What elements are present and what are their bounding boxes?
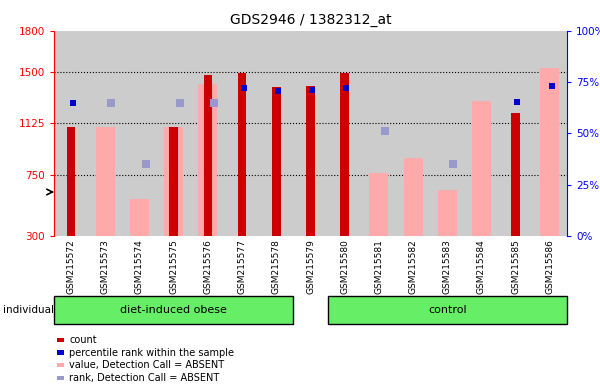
Bar — [340, 73, 349, 236]
Text: GSM215573: GSM215573 — [101, 239, 110, 294]
Bar — [54, 31, 88, 236]
Text: percentile rank within the sample: percentile rank within the sample — [69, 348, 234, 358]
Text: GSM215574: GSM215574 — [135, 239, 144, 294]
Text: GSM215580: GSM215580 — [340, 239, 349, 294]
Bar — [430, 31, 464, 236]
Text: count: count — [69, 335, 97, 345]
Bar — [396, 31, 430, 236]
Bar — [362, 31, 396, 236]
Bar — [541, 68, 559, 236]
Bar — [472, 101, 491, 236]
Bar — [272, 87, 281, 236]
Bar — [293, 31, 328, 236]
Bar — [157, 31, 191, 236]
Bar — [122, 31, 157, 236]
Bar — [306, 86, 315, 236]
Bar — [199, 84, 217, 236]
Bar — [67, 127, 76, 236]
Bar — [164, 127, 183, 236]
Bar — [225, 31, 259, 236]
Bar — [370, 173, 388, 236]
Text: GSM215572: GSM215572 — [67, 239, 76, 294]
Bar — [533, 31, 567, 236]
Text: GSM215586: GSM215586 — [545, 239, 554, 294]
Text: GSM215579: GSM215579 — [306, 239, 315, 294]
Bar — [259, 31, 293, 236]
Text: control: control — [428, 305, 467, 315]
Text: GSM215582: GSM215582 — [409, 239, 418, 294]
Text: rank, Detection Call = ABSENT: rank, Detection Call = ABSENT — [69, 373, 219, 383]
Bar — [464, 31, 499, 236]
Bar — [191, 31, 225, 236]
Bar — [499, 31, 533, 236]
Text: diet-induced obese: diet-induced obese — [120, 305, 227, 315]
Bar — [169, 127, 178, 236]
Text: GSM215581: GSM215581 — [374, 239, 383, 294]
Bar — [88, 31, 122, 236]
Title: GDS2946 / 1382312_at: GDS2946 / 1382312_at — [230, 13, 391, 27]
Text: GSM215583: GSM215583 — [443, 239, 452, 294]
Bar — [328, 31, 362, 236]
Text: value, Detection Call = ABSENT: value, Detection Call = ABSENT — [69, 360, 224, 370]
Text: GSM215578: GSM215578 — [272, 239, 281, 294]
Text: GSM215584: GSM215584 — [477, 239, 486, 294]
Bar — [238, 73, 247, 236]
Bar — [404, 158, 422, 236]
Text: GSM215577: GSM215577 — [238, 239, 247, 294]
Bar — [438, 190, 457, 236]
Bar — [96, 127, 115, 236]
Bar — [130, 199, 149, 236]
Text: GSM215575: GSM215575 — [169, 239, 178, 294]
Text: individual: individual — [3, 305, 54, 315]
Bar — [511, 113, 520, 236]
Bar — [54, 296, 293, 324]
Text: GSM215576: GSM215576 — [203, 239, 212, 294]
Bar — [328, 296, 567, 324]
Bar — [203, 74, 212, 236]
Text: GSM215585: GSM215585 — [511, 239, 520, 294]
